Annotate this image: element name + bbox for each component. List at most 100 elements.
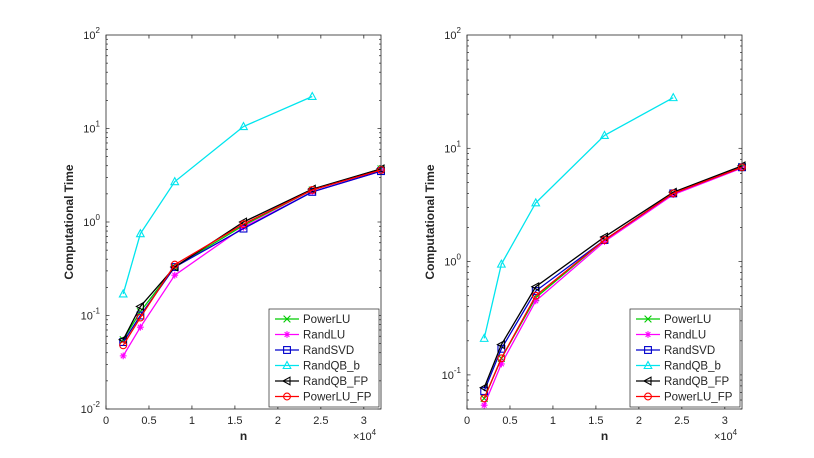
x-multiplier-base: ×10	[714, 431, 733, 443]
y-tick-base: 10	[444, 143, 456, 155]
data-point	[118, 288, 128, 298]
data-point	[601, 238, 608, 246]
data-point	[239, 220, 248, 229]
legend-label: RandSVD	[303, 345, 354, 357]
x-multiplier-base: ×10	[353, 431, 372, 443]
y-tick-label: 100	[83, 213, 100, 229]
legend-entry: PowerLU_FP	[275, 392, 372, 404]
x-tick-label: 1.5	[588, 415, 603, 427]
legend-label: RandQB_b	[303, 361, 360, 373]
legend-label: PowerLU	[664, 314, 711, 326]
y-tick-label: 102	[83, 26, 100, 42]
x-tick-label: 2	[275, 415, 281, 427]
series-line	[483, 166, 743, 399]
x-tick-label: 1.5	[227, 415, 242, 427]
legend-entry: RandLU	[275, 330, 345, 342]
legend-marker	[281, 376, 291, 386]
data-point	[600, 236, 609, 244]
y-tick-exponent: 0	[457, 253, 462, 262]
x-tick-label: 2	[636, 415, 642, 427]
x-tick-label: 0.5	[502, 415, 517, 427]
legend-marker	[283, 346, 291, 354]
x-axis-label: n	[240, 429, 247, 443]
legend-marker	[282, 360, 292, 370]
y-axis-label: Computational Time	[423, 164, 437, 279]
data-point	[238, 121, 249, 131]
data-point	[239, 224, 248, 233]
data-point	[170, 176, 180, 186]
x-tick-label: 2.5	[313, 415, 328, 427]
legend-box	[629, 308, 741, 408]
legend-label: RandLU	[303, 330, 345, 342]
legend-marker	[643, 360, 653, 370]
legend-entry: RandQB_b	[636, 360, 721, 373]
series-randqb-b	[479, 92, 678, 342]
y-tick-label: 102	[444, 26, 461, 42]
chart-1: 0 0.5 1 1.5 2 2.5 310-210-1100101102nComputati…	[62, 26, 385, 443]
y-tick-exponent: 2	[96, 26, 101, 35]
data-point	[136, 313, 145, 322]
legend-marker	[642, 376, 652, 386]
legend-entry: RandQB_b	[275, 360, 360, 373]
y-tick-label: 10-1	[442, 366, 462, 382]
legend-entry: RandQB_FP	[275, 376, 369, 388]
x-tick-label: 1	[550, 415, 556, 427]
x-multiplier-exponent: 4	[372, 428, 377, 437]
data-point	[496, 339, 505, 350]
y-tick-label: 100	[444, 253, 461, 269]
legend-label: RandSVD	[664, 345, 715, 357]
data-point	[532, 297, 540, 305]
data-point	[530, 282, 540, 292]
data-point	[599, 130, 610, 139]
y-tick-exponent: 2	[457, 26, 462, 35]
y-tick-base: 10	[444, 30, 456, 42]
data-point	[497, 360, 505, 368]
data-point	[136, 311, 145, 320]
legend-entry: RandSVD	[275, 345, 354, 357]
y-tick-base: 10	[442, 370, 454, 382]
data-point	[170, 260, 179, 269]
y-tick-exponent: -1	[93, 307, 101, 316]
x-tick-label: 0	[103, 415, 109, 427]
y-tick-base: 10	[444, 257, 456, 269]
y-tick-label: 10-2	[81, 400, 101, 416]
legend-entry: PowerLU	[636, 314, 711, 326]
legend-box	[268, 308, 380, 408]
legend-marker	[644, 346, 652, 354]
data-point	[669, 189, 678, 198]
data-point	[119, 352, 127, 360]
legend-entry: RandSVD	[636, 345, 715, 357]
series-line	[122, 95, 313, 295]
y-tick-exponent: 1	[96, 120, 101, 129]
data-point	[496, 258, 507, 268]
legend: PowerLU RandLU RandSVD RandQB_b RandQB_FP Pow…	[629, 308, 741, 408]
legend-marker	[644, 331, 652, 338]
chart-2: 0 0.5 1 1.5 2 2.5 310-1100101102nComputational…	[423, 26, 746, 443]
y-tick-label: 101	[444, 139, 461, 155]
data-point	[171, 271, 179, 279]
y-tick-exponent: 1	[457, 139, 462, 148]
legend-label: RandQB_b	[664, 361, 721, 373]
series-line	[483, 165, 743, 388]
axes-frame	[466, 34, 743, 410]
x-multiplier: ×104	[353, 428, 377, 443]
legend-entry: PowerLU	[275, 314, 350, 326]
series-randqb-b	[118, 91, 317, 298]
y-tick-base: 10	[83, 217, 95, 229]
x-tick-label: 2.5	[674, 415, 689, 427]
legend-label: RandLU	[664, 330, 706, 342]
legend-entry: RandLU	[636, 330, 706, 342]
data-point	[497, 354, 506, 363]
x-axis-label: n	[601, 429, 608, 443]
legend-label: PowerLU_FP	[303, 392, 372, 404]
x-multiplier: ×104	[714, 428, 738, 443]
legend-label: RandQB_FP	[303, 376, 369, 388]
x-tick-label: 0.5	[141, 415, 156, 427]
x-multiplier-exponent: 4	[733, 428, 738, 437]
x-tick-label: 3	[361, 415, 367, 427]
y-tick-base: 10	[83, 30, 95, 42]
data-point	[136, 323, 144, 331]
data-point	[308, 186, 317, 194]
series-line	[122, 169, 382, 346]
legend-marker	[644, 315, 652, 323]
